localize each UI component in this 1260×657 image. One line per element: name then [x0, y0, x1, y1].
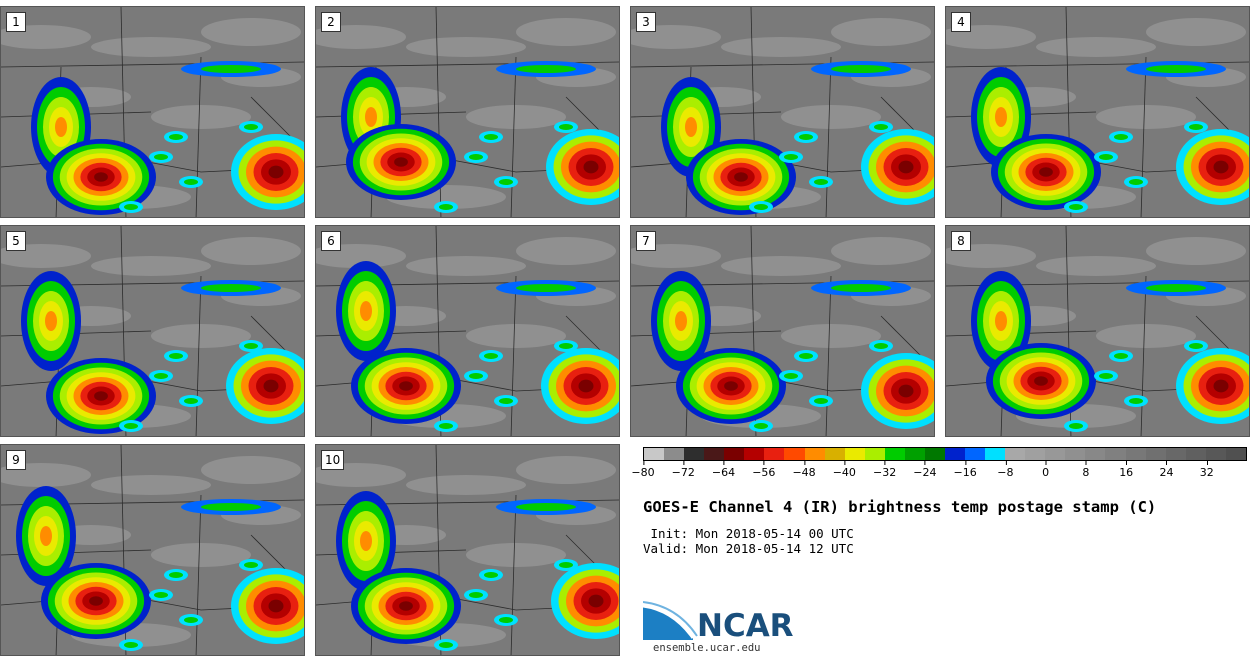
colorbar-cell — [704, 448, 724, 460]
panel-4: 4 — [945, 6, 1250, 218]
panel-8: 8 — [945, 225, 1250, 437]
colorbar-cell — [724, 448, 744, 460]
colorbar-tick-label: −16 — [954, 461, 977, 479]
colorbar-tick-label: 16 — [1119, 461, 1133, 479]
panel-1: 1 — [0, 6, 305, 218]
ir-map — [1, 226, 305, 437]
panel-6: 6 — [315, 225, 620, 437]
colorbar-tick-label: −40 — [833, 461, 856, 479]
ir-map — [1, 7, 305, 218]
panel-number: 2 — [321, 12, 341, 32]
colorbar-cell — [1166, 448, 1186, 460]
ir-map — [316, 7, 620, 218]
panel-number: 3 — [636, 12, 656, 32]
logo-wordmark: NCAR — [697, 608, 794, 644]
colorbar-cell — [684, 448, 704, 460]
ir-map — [946, 7, 1250, 218]
logo-url: ensemble.ucar.edu — [653, 642, 760, 654]
colorbar-cell — [1186, 448, 1206, 460]
colorbar-tick-label: 0 — [1042, 461, 1049, 479]
colorbar-cell — [1025, 448, 1045, 460]
colorbar-cell — [945, 448, 965, 460]
figure-title: GOES-E Channel 4 (IR) brightness temp po… — [643, 498, 1156, 516]
colorbar-ticks: −80 −72 −64 −56 −48 −40 −32 −24 −16 −8 0 8 16 24 32 — [643, 461, 1247, 483]
colorbar-cell — [1105, 448, 1125, 460]
panel-number: 4 — [951, 12, 971, 32]
colorbar-cell — [985, 448, 1005, 460]
ir-map — [316, 445, 620, 656]
colorbar-cell — [1146, 448, 1166, 460]
colorbar-tick-label: −64 — [712, 461, 735, 479]
ir-map — [631, 226, 935, 437]
colorbar-cell — [825, 448, 845, 460]
panel-number: 10 — [321, 450, 344, 470]
ir-map — [1, 445, 305, 656]
colorbar-tick-label: −8 — [997, 461, 1013, 479]
colorbar-cell — [845, 448, 865, 460]
init-time: Init: Mon 2018-05-14 00 UTC — [643, 526, 854, 541]
ir-map — [946, 226, 1250, 437]
colorbar-tick-label: −24 — [913, 461, 936, 479]
panel-9: 9 — [0, 444, 305, 656]
colorbar-tick-label: −32 — [873, 461, 896, 479]
colorbar-tick-label: 32 — [1200, 461, 1214, 479]
colorbar-cell — [1206, 448, 1226, 460]
panel-number: 7 — [636, 231, 656, 251]
colorbar-cell — [805, 448, 825, 460]
colorbar-tick-label: −48 — [792, 461, 815, 479]
ir-map — [631, 7, 935, 218]
colorbar-tick-label: −72 — [672, 461, 695, 479]
panel-10: 10 — [315, 444, 620, 656]
colorbar-cell — [1226, 448, 1246, 460]
colorbar-cell — [865, 448, 885, 460]
panel-number: 8 — [951, 231, 971, 251]
colorbar-cell — [1045, 448, 1065, 460]
colorbar-cell — [764, 448, 784, 460]
colorbar-cell — [784, 448, 804, 460]
panel-number: 1 — [6, 12, 26, 32]
colorbar — [643, 447, 1247, 461]
colorbar-cell — [744, 448, 764, 460]
colorbar-cell — [644, 448, 664, 460]
colorbar-cell — [1126, 448, 1146, 460]
colorbar-tick-label: 8 — [1082, 461, 1089, 479]
colorbar-tick-label: −56 — [752, 461, 775, 479]
valid-time: Valid: Mon 2018-05-14 12 UTC — [643, 541, 854, 556]
colorbar-cell — [664, 448, 684, 460]
ir-map — [316, 226, 620, 437]
panel-number: 9 — [6, 450, 26, 470]
colorbar-cell — [1005, 448, 1025, 460]
panel-number: 5 — [6, 231, 26, 251]
colorbar-cell — [885, 448, 905, 460]
colorbar-cell — [925, 448, 945, 460]
colorbar-cell — [965, 448, 985, 460]
colorbar-tick-label: 24 — [1159, 461, 1173, 479]
colorbar-cell — [1065, 448, 1085, 460]
panel-7: 7 — [630, 225, 935, 437]
colorbar-cell — [1085, 448, 1105, 460]
panel-2: 2 — [315, 6, 620, 218]
panel-5: 5 — [0, 225, 305, 437]
colorbar-tick-label: −80 — [631, 461, 654, 479]
panel-3: 3 — [630, 6, 935, 218]
colorbar-cell — [905, 448, 925, 460]
panel-number: 6 — [321, 231, 341, 251]
